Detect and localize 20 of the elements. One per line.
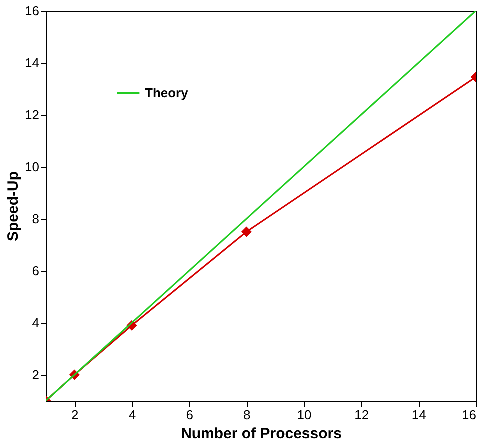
x-tick-label: 8 — [244, 408, 251, 422]
y-tick-label: 6 — [32, 264, 40, 278]
y-tick-label: 10 — [25, 160, 40, 174]
y-tick-label: 12 — [25, 108, 40, 122]
x-axis-title: Number of Processors — [181, 426, 342, 442]
x-tick-label: 6 — [186, 408, 194, 422]
x-tick-label: 16 — [462, 408, 476, 422]
y-tick-label: 8 — [32, 212, 40, 226]
y-tick-label: 2 — [32, 368, 40, 382]
legend-label: Theory — [145, 86, 190, 100]
x-tick-label: 14 — [412, 408, 426, 422]
y-axis-title: Speed-Up — [5, 171, 22, 242]
y-tick-label: 14 — [25, 56, 40, 70]
point — [241, 226, 252, 238]
y-tick-label: 16 — [25, 4, 40, 18]
y-tick-label: 4 — [32, 316, 40, 330]
x-tick-label: 12 — [354, 408, 370, 422]
x-tick-label: 2 — [72, 408, 79, 422]
x-tick-label: 10 — [297, 408, 312, 422]
x-tick-label: 4 — [128, 408, 136, 422]
